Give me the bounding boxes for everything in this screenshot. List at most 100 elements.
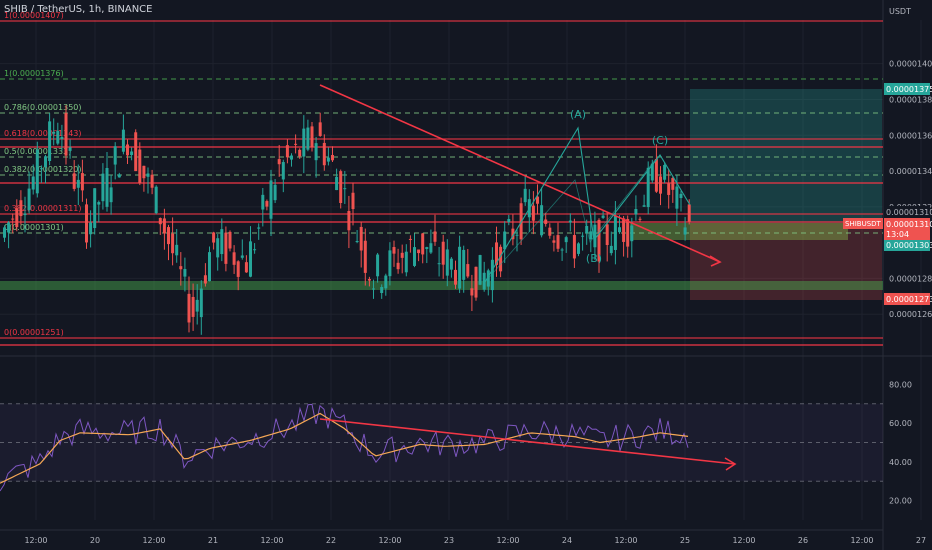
price-badge-label: 0.00001310: [886, 208, 932, 217]
candle-body: [634, 209, 638, 215]
wave-label: (C): [652, 134, 668, 147]
candle-body: [150, 174, 154, 188]
candle-body: [318, 122, 322, 136]
candle-body: [3, 227, 6, 238]
candle-body: [384, 275, 388, 289]
time-tick: 12:00: [260, 536, 283, 545]
candle-body: [80, 173, 84, 191]
candle-body: [72, 173, 76, 189]
candle-body: [269, 180, 273, 219]
candle-body: [335, 176, 339, 191]
candle-body: [359, 226, 363, 251]
time-tick: 26: [798, 536, 808, 545]
candle-body: [142, 165, 146, 179]
candle-body: [326, 157, 330, 162]
candle-body: [630, 225, 634, 242]
time-tick: 20: [90, 536, 100, 545]
price-badge: [884, 206, 930, 218]
candle-body: [191, 296, 195, 317]
candle-body: [310, 126, 314, 148]
candle-body: [179, 266, 183, 270]
candle-body: [19, 200, 23, 217]
candle-body: [482, 272, 486, 290]
candle-body: [466, 264, 470, 277]
candle-body: [408, 238, 412, 240]
candle-body: [589, 231, 593, 240]
candle-body: [638, 218, 642, 220]
candle-body: [253, 249, 257, 251]
candle-body: [581, 235, 585, 237]
candle-body: [683, 227, 687, 235]
candle-body: [48, 121, 52, 162]
candle-body: [404, 251, 408, 273]
rsi-tick: 20.00: [889, 497, 912, 506]
entry-zone: [630, 223, 848, 240]
time-tick: 12:00: [614, 536, 637, 545]
rsi-tick: 80.00: [889, 380, 912, 389]
time-tick: 12:00: [732, 536, 755, 545]
candle-body: [89, 222, 93, 235]
candle-body: [39, 168, 43, 170]
price-badge: [884, 293, 930, 305]
candle-body: [27, 188, 31, 211]
candle-body: [273, 184, 277, 201]
candle-body: [15, 208, 19, 228]
fib-label: 1(0.00001407): [4, 11, 64, 20]
time-tick: 12:00: [496, 536, 519, 545]
candle-body: [68, 147, 72, 151]
candle-body: [240, 255, 244, 258]
candle-body: [195, 299, 199, 312]
candle-body: [130, 151, 134, 156]
candle-body: [109, 187, 113, 203]
candle-body: [474, 266, 478, 298]
candle-body: [154, 186, 158, 214]
candle-body: [285, 145, 289, 158]
time-tick: 27: [916, 536, 926, 545]
candle-body: [117, 174, 121, 178]
candle-body: [203, 275, 207, 284]
fib-label: 0.618(0.00001343): [4, 129, 82, 138]
candle-body: [306, 127, 310, 150]
candle-body: [298, 149, 302, 157]
candle-body: [613, 215, 617, 250]
candle-body: [220, 229, 224, 255]
candle-body: [302, 128, 306, 157]
candle-body: [626, 219, 630, 247]
candle-body: [478, 255, 482, 285]
candle-body: [441, 241, 445, 265]
price-badge: [884, 239, 930, 251]
candle-body: [654, 159, 658, 192]
time-tick: 12:00: [378, 536, 401, 545]
downtrend-arrow: [709, 255, 722, 267]
candle-body: [597, 219, 601, 262]
wave-channel: [484, 159, 656, 283]
time-tick: 24: [562, 536, 572, 545]
price-badge-label: 0.00001375: [886, 85, 932, 94]
candle-body: [523, 188, 527, 203]
rsi-divergence-arrow: [724, 457, 737, 471]
price-badge-label: 0.00001303: [886, 241, 932, 250]
candle-body: [445, 249, 449, 276]
candle-body: [351, 192, 355, 210]
candle-body: [400, 252, 404, 258]
candle-body: [343, 188, 347, 190]
candle-body: [7, 222, 11, 233]
candle-body: [499, 246, 503, 272]
candle-body: [687, 204, 691, 222]
candle-body: [23, 213, 27, 216]
candle-body: [577, 243, 580, 254]
candle-body: [314, 143, 318, 161]
candle-body: [622, 218, 626, 242]
candle-body: [105, 168, 109, 207]
candle-body: [76, 179, 80, 188]
candle-body: [552, 240, 556, 243]
candle-body: [667, 183, 671, 195]
candle-body: [609, 245, 613, 254]
candle-body: [331, 155, 334, 161]
fib-label: 0.786(0.00001350): [4, 103, 82, 112]
candle-body: [560, 249, 564, 251]
